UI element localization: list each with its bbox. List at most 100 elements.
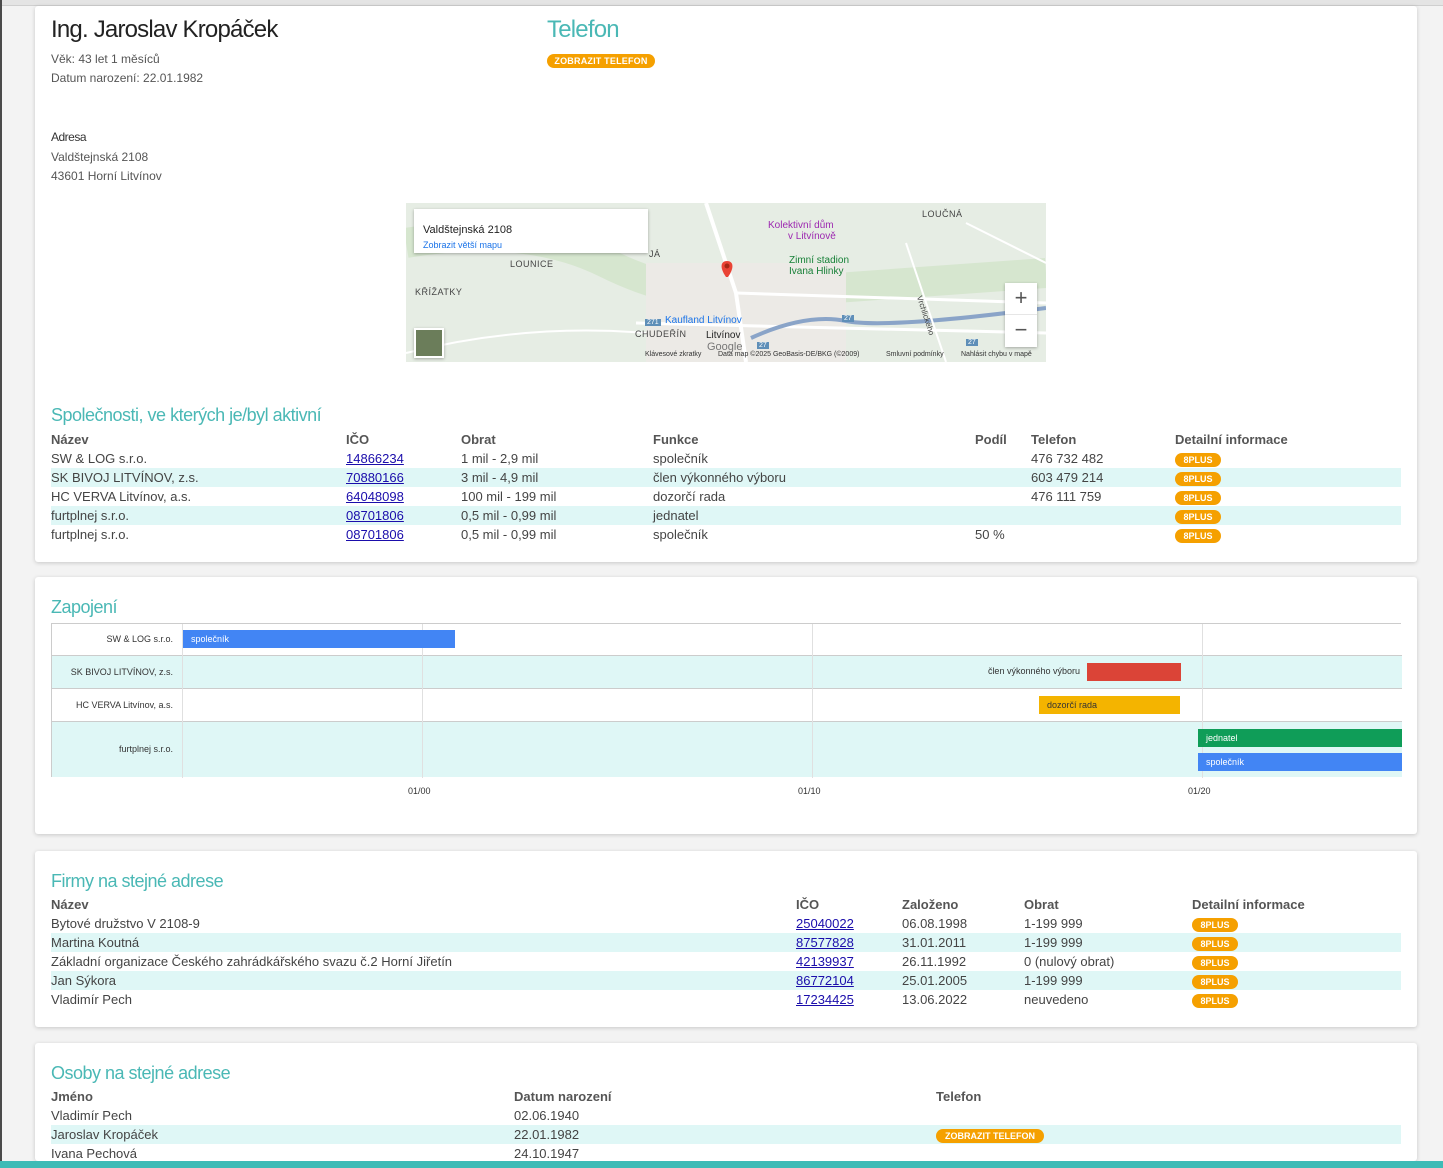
person-name-cell: Ivana Pechová (51, 1146, 138, 1161)
keyboard-shortcuts-link[interactable]: Klávesové zkratky (645, 351, 702, 358)
detail-badge[interactable]: 8PLUS (1192, 917, 1238, 932)
map-data-text: Data map ©2025 GeoBasis-DE/BKG (©2009) (718, 351, 860, 358)
detail-badge[interactable]: 8PLUS (1175, 509, 1221, 524)
map-place-kolektivni2: v Litvínově (788, 231, 836, 242)
timeline-bar[interactable]: společník (1198, 753, 1402, 771)
col-name: Název (51, 432, 89, 447)
table-row: Bytové družstvo V 2108-9 25040022 06.08.… (51, 914, 1401, 933)
birth-date: 02.06.1940 (514, 1108, 580, 1123)
map-road-27b: 27 (757, 342, 769, 349)
ico-link[interactable]: 64048098 (346, 489, 404, 504)
company-name: furtplnej s.r.o. (51, 506, 346, 525)
timeline-bar[interactable]: společník (183, 630, 455, 648)
turnover: 1-199 999 (1024, 933, 1192, 952)
share (975, 487, 1031, 506)
terms-link[interactable]: Smluvní podmínky (886, 351, 944, 358)
map-place-ja: JÁ (649, 249, 661, 259)
share (975, 449, 1031, 468)
function: společník (653, 527, 708, 542)
function: člen výkonného výboru (653, 468, 975, 487)
address-line2: 43601 Horní Litvínov (51, 169, 162, 183)
timeline-chart: SW & LOG s.r.o. SK BIVOJ LITVÍNOV, z.s. … (51, 623, 1402, 778)
timeline-bar[interactable] (1087, 663, 1181, 681)
person-birth: Datum narození: 22.01.1982 (51, 71, 204, 85)
timeline-bar[interactable]: dozorčí rada (1039, 696, 1180, 714)
person-name: Ing. Jaroslav Kropáček (51, 16, 278, 43)
detail-badge[interactable]: 8PLUS (1192, 955, 1238, 970)
detail-badge[interactable]: 8PLUS (1175, 528, 1221, 543)
report-error-link[interactable]: Nahlásit chybu v mapě (961, 351, 1032, 358)
timeline-bar[interactable]: jednatel (1198, 729, 1402, 747)
zoom-in-button[interactable]: + (1005, 283, 1037, 315)
show-phone-button[interactable]: ZOBRAZIT TELEFON (936, 1128, 1044, 1143)
col-name: Jméno (51, 1089, 93, 1104)
ico-link[interactable]: 08701806 (346, 508, 404, 523)
map-place-kaufland: Kaufland Litvínov (665, 315, 742, 326)
map-place-chuderin: CHUDEŘÍN (635, 329, 687, 339)
ico-link[interactable]: 08701806 (346, 527, 404, 542)
table-row: furtplnej s.r.o. 08701806 0,5 mil - 0,99… (51, 506, 1401, 525)
function: jednatel (653, 506, 975, 525)
timeline-tick: 01/10 (798, 786, 821, 796)
ico-link[interactable]: 17234425 (796, 992, 854, 1007)
google-logo: Google (707, 341, 743, 353)
detail-badge[interactable]: 8PLUS (1192, 974, 1238, 989)
map-place-lounice: LOUNICE (510, 259, 554, 269)
detail-badge[interactable]: 8PLUS (1192, 993, 1238, 1008)
phone: 603 479 214 (1031, 468, 1175, 487)
function: dozorčí rada (653, 489, 726, 504)
ico-link[interactable]: 42139937 (796, 954, 854, 969)
detail-badge[interactable]: 8PLUS (1175, 452, 1221, 467)
col-phone: Telefon (936, 1089, 982, 1104)
person-name-cell: Jaroslav Kropáček (51, 1125, 514, 1144)
map-place-krizatky: KŘÍŽATKY (415, 287, 463, 297)
table-row: Martina Koutná 87577828 31.01.2011 1-199… (51, 933, 1401, 952)
map-road-271: 271 (645, 319, 661, 326)
col-phone: Telefon (1031, 432, 1077, 447)
ico-link[interactable]: 14866234 (346, 451, 404, 466)
ico-link[interactable]: 70880166 (346, 470, 404, 485)
col-turnover: Obrat (1024, 897, 1059, 912)
zoom-out-button[interactable]: − (1014, 317, 1028, 342)
timeline-row-label: HC VERVA Litvínov, a.s. (75, 700, 173, 710)
firms-table: Název IČO Založeno Obrat Detailní inform… (51, 895, 1401, 1009)
col-turnover: Obrat (461, 432, 496, 447)
firm-name: Vladimír Pech (51, 992, 132, 1007)
ico-link[interactable]: 87577828 (796, 935, 854, 950)
founded: 25.01.2005 (902, 971, 1024, 990)
table-row: Jan Sýkora 86772104 25.01.2005 1-199 999… (51, 971, 1401, 990)
table-row: SK BIVOJ LITVÍNOV, z.s. 70880166 3 mil -… (51, 468, 1401, 487)
firms-header-row: Název IČO Založeno Obrat Detailní inform… (51, 895, 1401, 914)
firm-name: Martina Koutná (51, 933, 796, 952)
persons-title: Osoby na stejné adrese (51, 1063, 231, 1083)
table-row: HC VERVA Litvínov, a.s. 64048098 100 mil… (51, 487, 1401, 506)
person-age: Věk: 43 let 1 měsíců (51, 52, 160, 66)
ico-link[interactable]: 86772104 (796, 973, 854, 988)
firms-title: Firmy na stejné adrese (51, 871, 224, 891)
phone-title: Telefon (547, 16, 620, 43)
timeline-row-label: furtplnej s.r.o. (118, 744, 173, 754)
person-name-cell: Vladimír Pech (51, 1108, 132, 1123)
table-row: Základní organizace Českého zahrádkářské… (51, 952, 1401, 971)
timeline-tick: 01/20 (1188, 786, 1211, 796)
detail-badge[interactable]: 8PLUS (1175, 490, 1221, 505)
satellite-toggle[interactable] (414, 328, 444, 358)
address-map[interactable]: Valdštejnská 2108 Zobrazit větší mapu LO… (406, 203, 1046, 362)
address-line1: Valdštejnská 2108 (51, 150, 149, 164)
map-place-zimni1: Zimní stadion (789, 255, 850, 266)
timeline-row-label: SW & LOG s.r.o. (106, 634, 173, 644)
firm-name: Jan Sýkora (51, 971, 796, 990)
company-name: furtplnej s.r.o. (51, 527, 130, 542)
map-info-box: Valdštejnská 2108 Zobrazit větší mapu (414, 209, 648, 253)
ico-link[interactable]: 25040022 (796, 916, 854, 931)
detail-badge[interactable]: 8PLUS (1192, 936, 1238, 951)
map-larger-link[interactable]: Zobrazit větší mapu (423, 240, 503, 250)
companies-title: Společnosti, ve kterých je/byl aktivní (51, 405, 322, 425)
detail-badge[interactable]: 8PLUS (1175, 471, 1221, 486)
table-row: SW & LOG s.r.o. 14866234 1 mil - 2,9 mil… (51, 449, 1401, 468)
map-info-title: Valdštejnská 2108 (423, 224, 513, 236)
birth-date: 22.01.1982 (514, 1125, 936, 1144)
col-share: Podíl (975, 432, 1007, 447)
turnover: 1-199 999 (1024, 971, 1192, 990)
show-phone-button[interactable]: ZOBRAZIT TELEFON (547, 54, 655, 68)
